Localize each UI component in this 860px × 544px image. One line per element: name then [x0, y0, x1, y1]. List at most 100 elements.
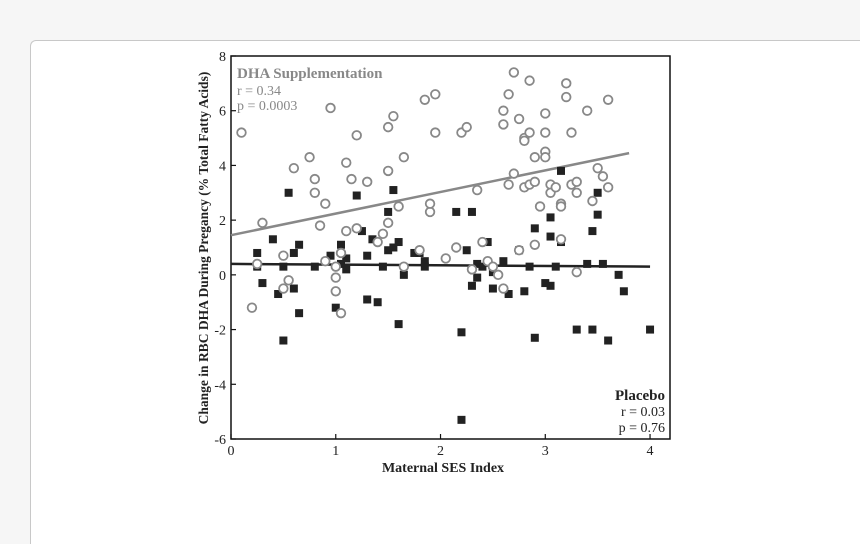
dha-point — [309, 173, 321, 185]
dha-point — [513, 113, 525, 125]
placebo-trend-line — [230, 262, 651, 268]
placebo-point — [467, 207, 476, 216]
placebo-point — [520, 287, 529, 296]
placebo-r-value: r = 0.03 — [621, 405, 665, 420]
dha-point — [529, 239, 541, 250]
dha-point — [451, 242, 462, 253]
placebo-point — [557, 166, 565, 175]
dha-r-value: r = 0.34 — [237, 84, 281, 99]
placebo-point — [588, 227, 597, 236]
dha-point — [288, 162, 300, 174]
dha-point — [571, 176, 582, 188]
dha-point — [561, 91, 572, 103]
dha-point — [335, 307, 347, 319]
x-axis-label: Maternal SES Index — [382, 461, 504, 476]
x-tick-label: 2 — [437, 444, 444, 459]
dha-point — [571, 187, 582, 198]
placebo-point — [384, 207, 393, 216]
placebo-point — [337, 240, 345, 249]
placebo-point — [478, 262, 487, 271]
dha-point — [550, 182, 561, 193]
dha-point — [388, 110, 399, 122]
dha-point — [566, 127, 577, 138]
dha-point — [382, 217, 394, 229]
dha-point — [555, 234, 567, 245]
placebo-point — [593, 188, 602, 197]
dha-point — [602, 182, 614, 193]
placebo-point — [546, 281, 555, 290]
dha-point — [304, 152, 315, 163]
dha-point — [487, 261, 499, 272]
dha-point — [477, 236, 488, 248]
placebo-point — [604, 336, 613, 345]
placebo-point — [546, 213, 555, 222]
dha-point — [419, 94, 431, 105]
placebo-point — [462, 246, 471, 255]
dha-point — [466, 264, 478, 275]
y-tick-label: -6 — [214, 433, 226, 448]
dha-point — [587, 195, 598, 207]
y-tick-label: 2 — [219, 214, 226, 229]
dha-point — [540, 152, 551, 163]
placebo-point — [279, 336, 288, 345]
dha-point — [330, 272, 341, 283]
dha-point — [361, 176, 373, 188]
dha-series-title: DHA Supplementation — [237, 66, 383, 82]
dha-point — [330, 286, 341, 297]
placebo-point — [452, 207, 461, 216]
dha-point — [561, 78, 572, 89]
dha-point — [398, 152, 410, 163]
dha-point — [581, 105, 593, 116]
chart-figure: -6 -4 -2 0 2 4 6 8 0 1 2 3 4 DHA Supplementation r =… — [195, 50, 671, 476]
placebo-point — [530, 224, 539, 233]
placebo-point — [593, 210, 602, 219]
placebo-point — [541, 279, 550, 288]
dha-point — [320, 255, 331, 267]
dha-point — [414, 245, 425, 256]
y-tick-label: 0 — [219, 269, 226, 284]
placebo-point — [279, 262, 288, 271]
placebo-point — [473, 273, 482, 282]
placebo-point — [457, 328, 466, 337]
dha-trend-line — [230, 151, 630, 237]
dha-point — [529, 152, 541, 163]
x-tick-label: 3 — [542, 444, 549, 459]
placebo-point — [363, 295, 372, 304]
y-tick-label: 8 — [219, 50, 226, 65]
plot-frame — [230, 55, 671, 440]
dha-point — [309, 187, 321, 198]
y-tick-label: 6 — [219, 105, 226, 120]
dha-point — [382, 165, 394, 177]
placebo-point — [646, 325, 655, 334]
dha-point — [540, 108, 551, 119]
placebo-point — [289, 248, 298, 257]
placebo-point — [473, 259, 482, 268]
x-tick-label: 4 — [647, 444, 654, 459]
placebo-point — [530, 333, 539, 342]
dha-point — [529, 176, 541, 188]
placebo-point — [525, 262, 534, 271]
dha-point — [351, 130, 362, 141]
placebo-point — [284, 188, 293, 197]
dha-point — [498, 283, 509, 294]
dha-point — [602, 94, 614, 105]
dha-point — [440, 253, 451, 264]
dha-point — [341, 225, 352, 237]
dha-point — [382, 121, 394, 133]
dha-point — [377, 228, 389, 240]
placebo-point — [488, 284, 497, 293]
placebo-point — [588, 325, 597, 334]
dha-point — [508, 67, 520, 78]
dha-point — [540, 127, 551, 138]
dha-point — [555, 201, 567, 212]
placebo-series-title: Placebo — [615, 388, 665, 404]
scatter-chart: -6 -4 -2 0 2 4 6 8 0 1 2 3 4 DHA Supplementation r =… — [196, 50, 671, 476]
y-tick-label: 4 — [219, 159, 226, 174]
dha-p-value: p = 0.0003 — [237, 99, 297, 114]
placebo-point — [310, 262, 319, 271]
dha-point — [335, 247, 347, 259]
placebo-point — [253, 248, 262, 257]
placebo-point — [457, 415, 466, 424]
placebo-point — [378, 262, 387, 271]
placebo-point — [467, 281, 476, 290]
